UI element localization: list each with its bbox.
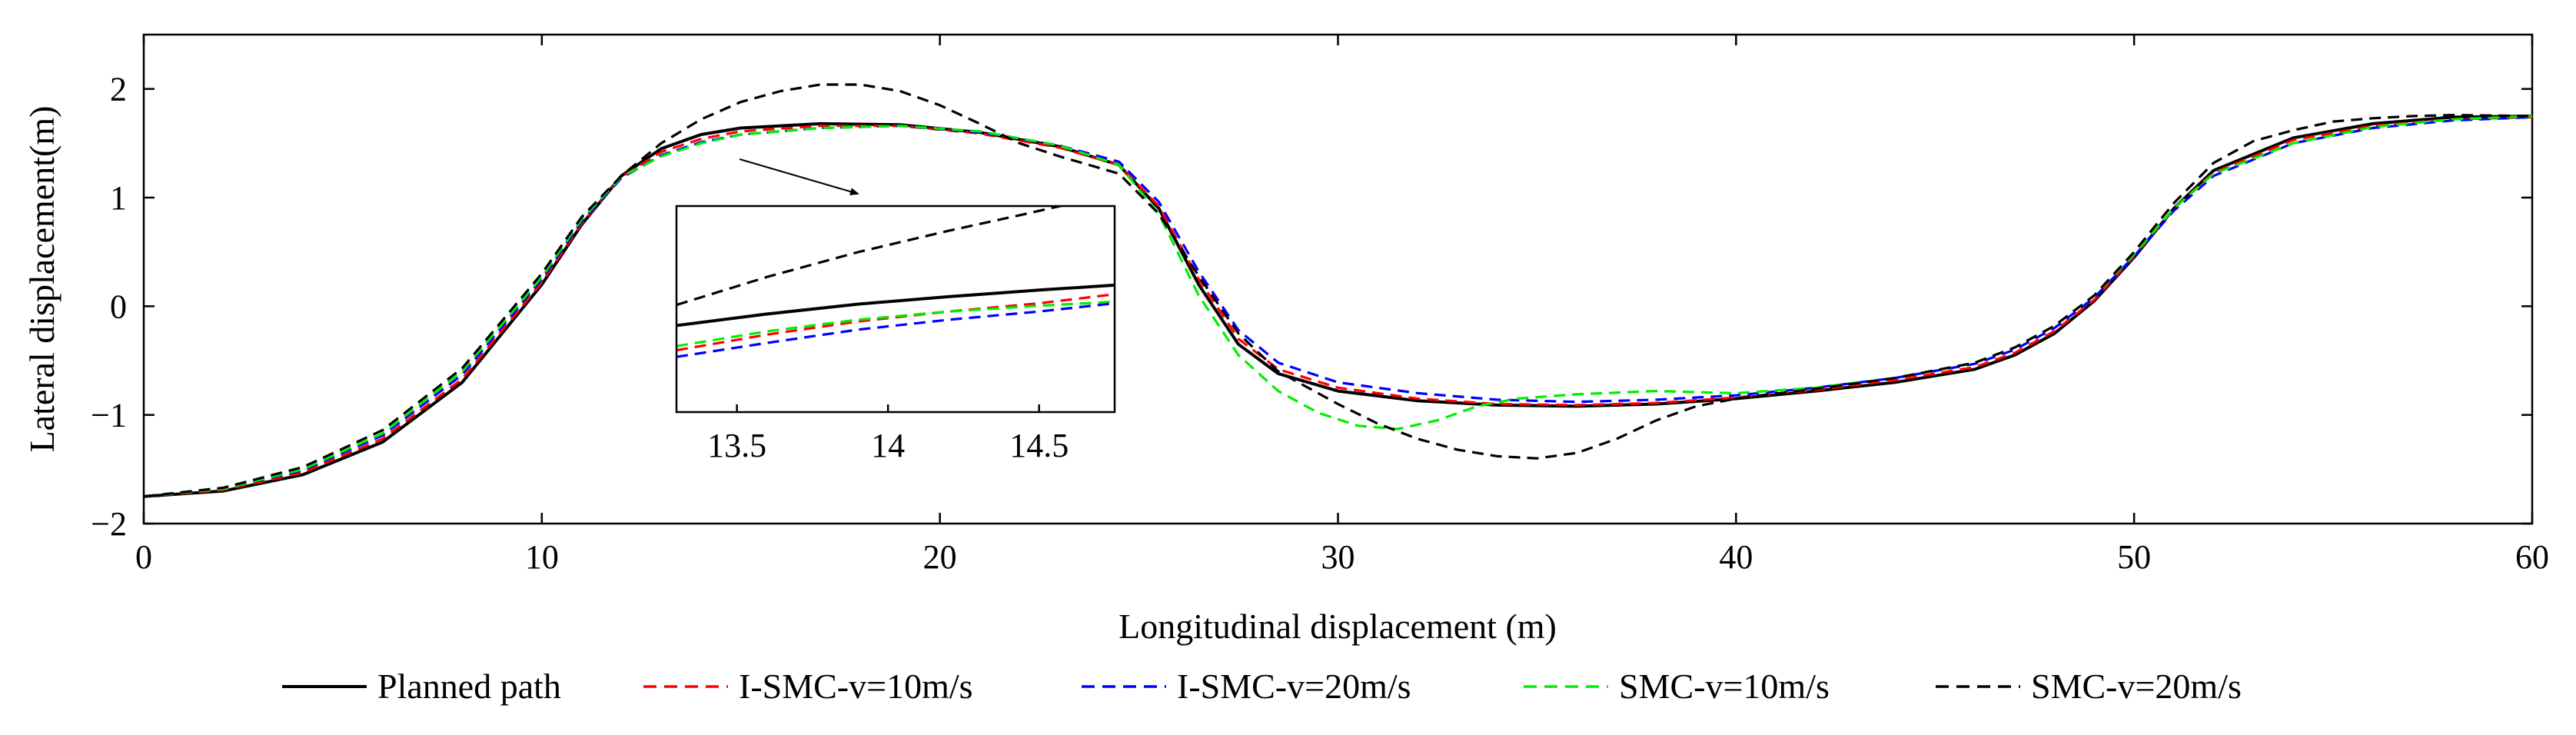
axis-ticks: 0 10 20 30 40 50 60 −2 −1 0 1 2 — [91, 35, 2549, 576]
series-line-isMC20 — [144, 115, 2532, 498]
inset-axis-ticks: 13.5 14 14.5 — [707, 404, 1069, 464]
y-tick-label: 0 — [110, 288, 127, 325]
legend: Planned path I-SMC-v=10m/s I-SMC-v=20m/s SM… — [282, 667, 2242, 706]
series-line-isMC10 — [144, 115, 2532, 498]
inset-background — [676, 206, 1115, 412]
inset-x-tick-label: 14 — [871, 427, 905, 464]
inset-line-planned — [676, 283, 1115, 328]
x-tick-label: 60 — [2515, 538, 2549, 576]
y-tick-label: 2 — [110, 71, 127, 108]
legend-label-isMC10: I-SMC-v=10m/s — [739, 667, 973, 706]
x-tick-label: 40 — [1719, 538, 1753, 576]
inset-line-smc10 — [676, 300, 1115, 348]
legend-label-planned: Planned path — [377, 667, 561, 706]
legend-label-smc20: SMC-v=20m/s — [2031, 667, 2242, 706]
inset-x-tick-label: 13.5 — [707, 427, 766, 464]
inset-line-smc20 — [676, 206, 1066, 307]
inset-series-group — [676, 206, 1115, 358]
series-line-smc10 — [144, 115, 2532, 498]
x-tick-label: 10 — [525, 538, 559, 576]
series-line-planned — [144, 115, 2532, 498]
y-tick-label: 1 — [110, 179, 127, 217]
zoom-arrow — [739, 158, 859, 195]
y-tick-label: −2 — [91, 505, 127, 543]
legend-label-isMC20: I-SMC-v=20m/s — [1177, 667, 1411, 706]
x-axis-title: Longitudinal displacement (m) — [1118, 607, 1557, 646]
inset-line-isMC20 — [676, 301, 1115, 358]
plot-area-frame — [142, 33, 2534, 525]
x-tick-label: 0 — [135, 538, 152, 576]
x-tick-label: 50 — [2117, 538, 2151, 576]
inset-frame — [675, 205, 1116, 414]
series-group — [144, 83, 2532, 498]
legend-label-smc10: SMC-v=10m/s — [1619, 667, 1830, 706]
series-line-smc20 — [144, 83, 2532, 498]
x-tick-label: 20 — [923, 538, 957, 576]
y-tick-label: −1 — [91, 397, 127, 434]
y-axis-title: Lateral displacement(m) — [22, 106, 61, 453]
x-tick-label: 30 — [1321, 538, 1355, 576]
inset-x-tick-label: 14.5 — [1009, 427, 1069, 464]
